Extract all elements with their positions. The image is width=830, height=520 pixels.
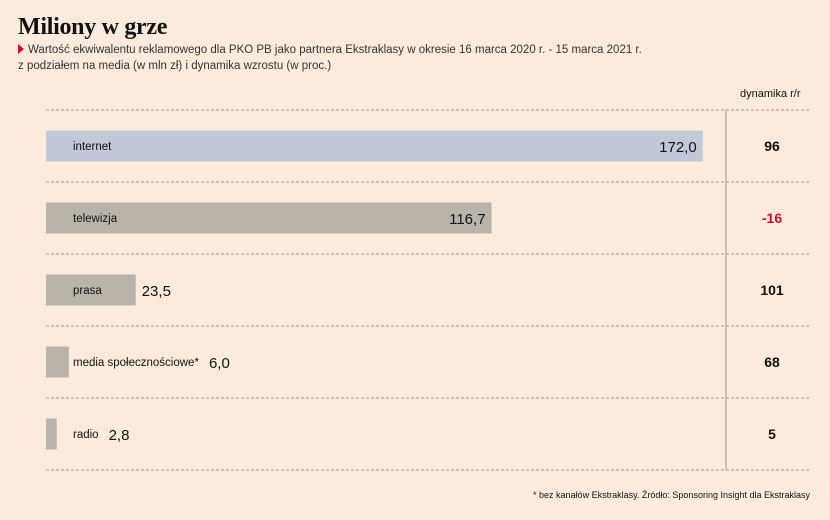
value-label: 116,7 (449, 211, 485, 228)
category-label: internet (73, 141, 112, 153)
category-label: radio (73, 429, 99, 441)
bar-0 (46, 130, 703, 162)
bar-4 (46, 418, 57, 450)
dynamics-header: dynamika r/r (740, 88, 801, 100)
dynamics-value: -16 (762, 210, 782, 226)
value-label: 23,5 (142, 283, 171, 300)
category-label: prasa (73, 285, 102, 297)
category-label: telewizja (73, 213, 118, 225)
subtitle-line-1: Wartość ekwiwalentu reklamowego dla PKO … (18, 42, 808, 58)
bar-3 (46, 346, 69, 378)
dynamics-value: 96 (764, 138, 780, 154)
dynamics-value: 101 (760, 282, 784, 298)
source-note: * bez kanałów Ekstraklasy. Źródło: Spons… (533, 490, 810, 500)
value-label: 2,8 (109, 427, 130, 444)
dynamics-value: 68 (764, 354, 780, 370)
dynamics-value: 5 (768, 426, 776, 442)
subtitle-text-1: Wartość ekwiwalentu reklamowego dla PKO … (28, 44, 642, 56)
bar-1 (46, 202, 492, 234)
bar-2 (46, 274, 136, 306)
value-label: 6,0 (209, 355, 230, 372)
triangle-bullet-icon (18, 44, 24, 54)
chart-subtitle: Wartość ekwiwalentu reklamowego dla PKO … (18, 42, 808, 74)
category-label: media społecznościowe* (73, 357, 199, 369)
subtitle-line-2: z podziałem na media (w mln zł) i dynami… (18, 60, 332, 72)
value-label: 172,0 (659, 139, 697, 156)
chart-title: Miliony w grze (18, 14, 168, 40)
